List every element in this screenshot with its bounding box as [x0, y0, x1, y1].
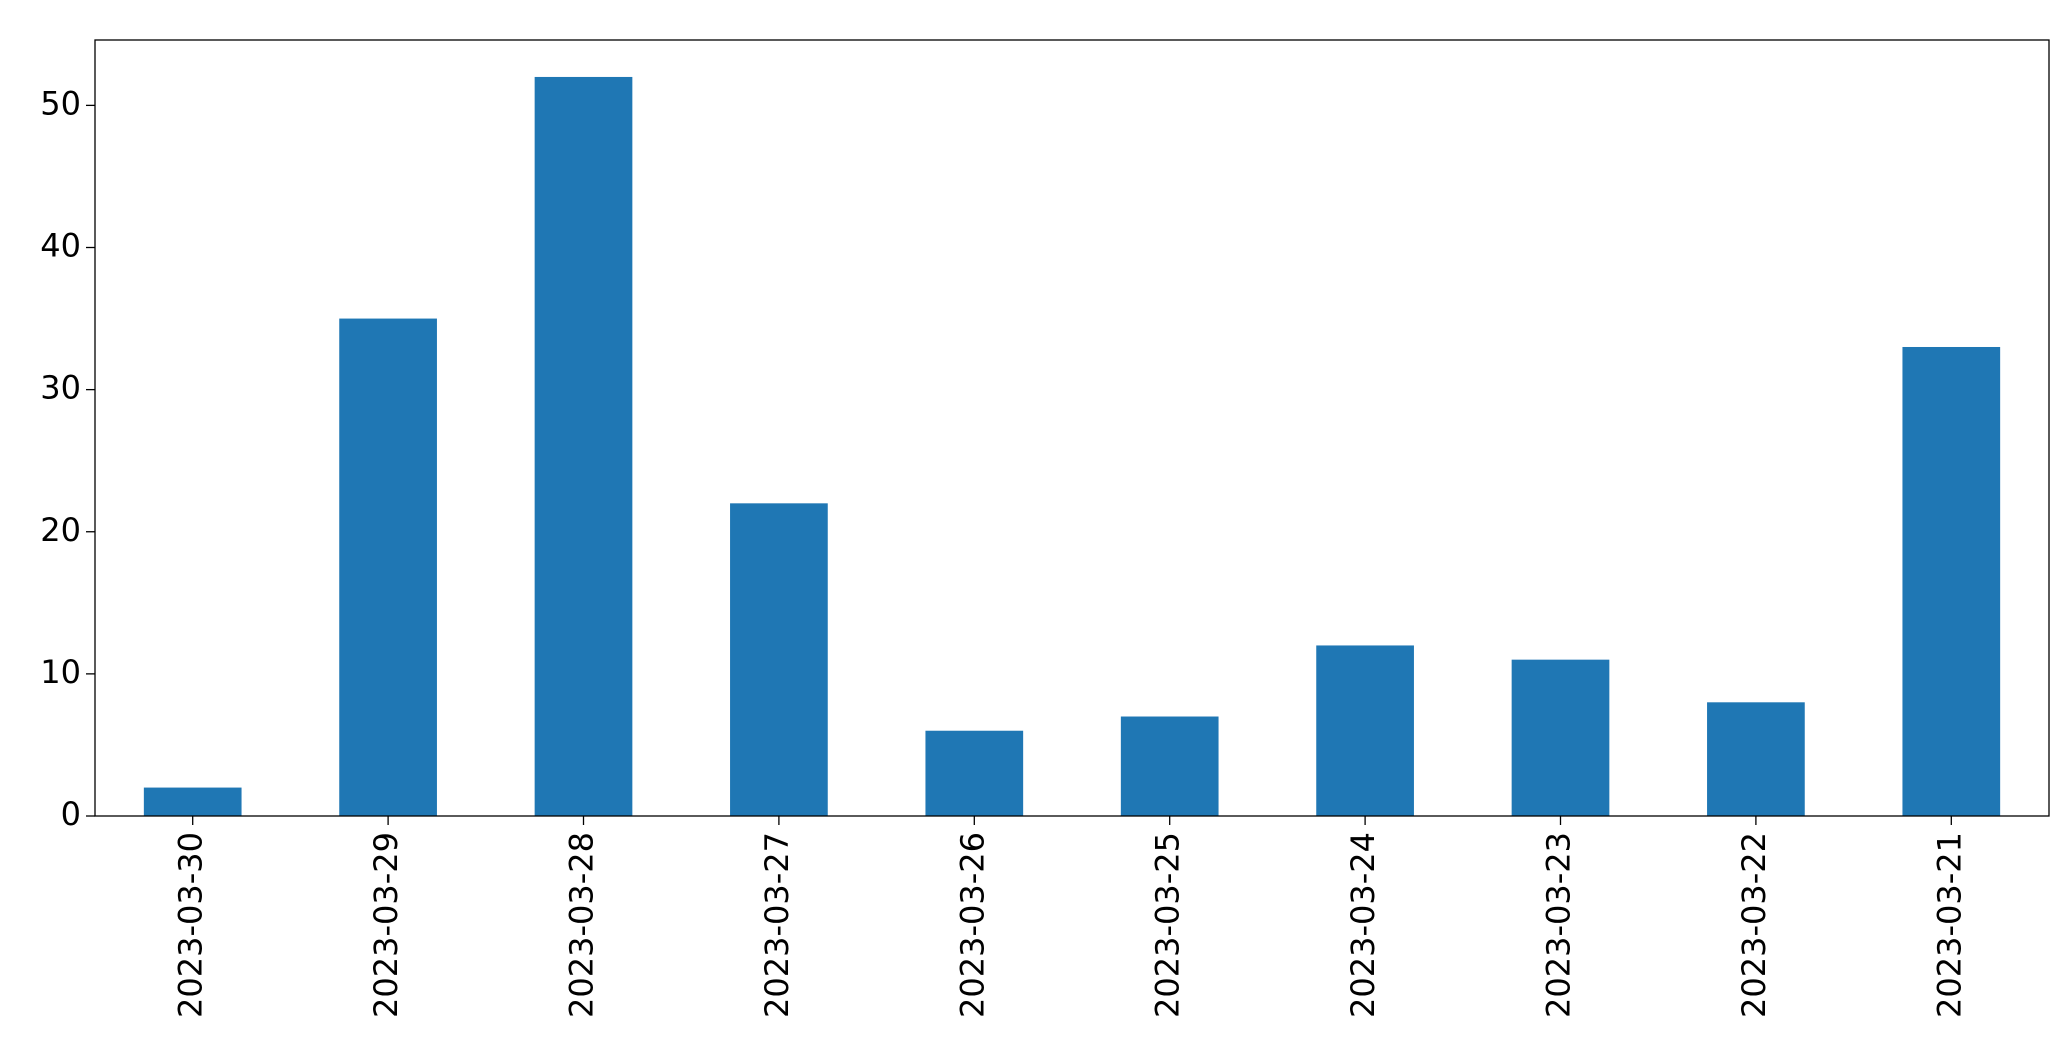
y-tick-label: 30: [40, 369, 81, 407]
x-tick-label: 2023-03-30: [172, 832, 210, 1018]
x-tick-label: 2023-03-27: [758, 832, 796, 1018]
bar: [143, 787, 242, 816]
plot-frame: [94, 39, 2050, 817]
y-tick-label: 50: [40, 84, 81, 122]
bar: [534, 76, 633, 816]
y-tick-label: 20: [40, 511, 81, 549]
y-tick-label: 40: [40, 227, 81, 265]
x-tick-label: 2023-03-22: [1735, 832, 1773, 1018]
bar: [1707, 702, 1805, 816]
bar: [1120, 716, 1219, 816]
x-tick-label: 2023-03-26: [953, 832, 991, 1018]
x-tick-label: 2023-03-29: [367, 832, 405, 1018]
bar: [730, 503, 828, 816]
bar: [1511, 659, 1610, 816]
bar: [1902, 346, 2001, 816]
x-tick-label: 2023-03-23: [1540, 832, 1578, 1018]
y-tick-label: 0: [61, 795, 81, 833]
x-tick-label: 2023-03-28: [563, 832, 601, 1018]
x-tick-label: 2023-03-24: [1344, 832, 1382, 1018]
bar: [339, 318, 437, 816]
bar: [1316, 645, 1414, 816]
bar: [925, 730, 1024, 816]
y-tick-label: 10: [40, 653, 81, 691]
x-tick-label: 2023-03-21: [1930, 832, 1968, 1018]
x-tick-label: 2023-03-25: [1149, 832, 1187, 1018]
